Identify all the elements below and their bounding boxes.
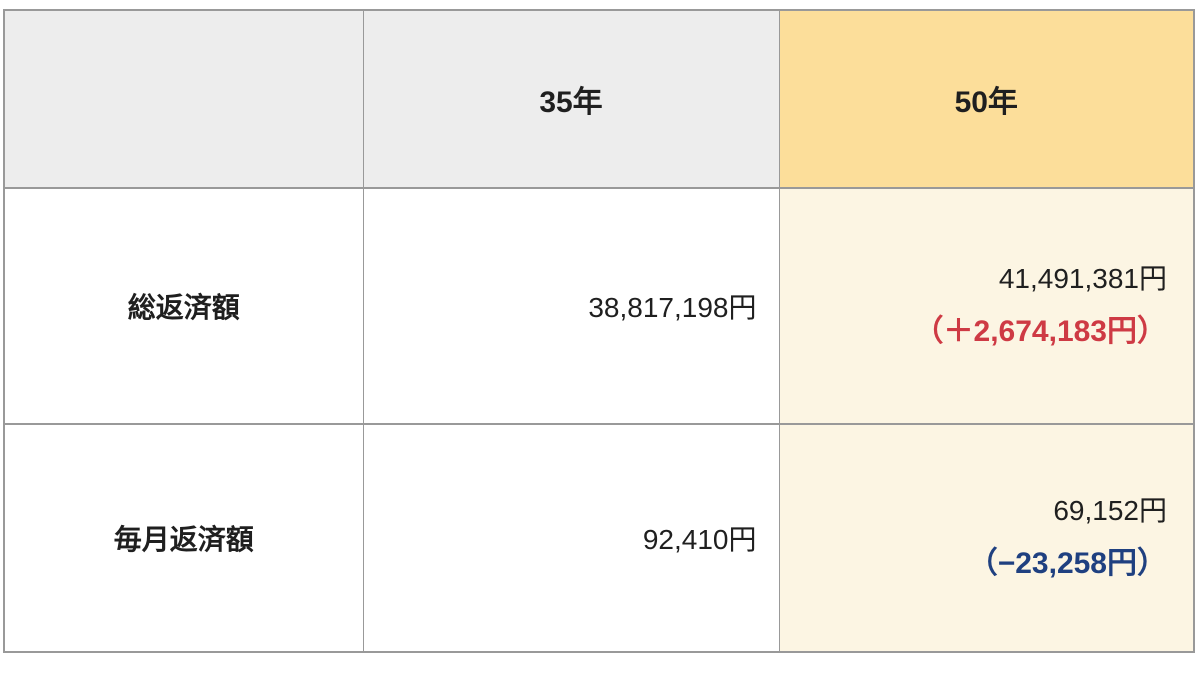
table-row-total-repayment: 総返済額 38,817,198円 41,491,381円 （＋2,674,183…: [3, 187, 1195, 425]
total-repayment-50y-value: 41,491,381円: [998, 263, 1167, 295]
column-header-empty: [3, 9, 364, 189]
row-label-monthly-repayment: 毎月返済額: [3, 423, 364, 653]
monthly-repayment-50y-value: 69,152円: [1053, 495, 1167, 527]
row-label-total-repayment: 総返済額: [3, 187, 364, 425]
total-repayment-50y-difference: （＋2,674,183円）: [913, 314, 1167, 348]
monthly-repayment-50y-difference: （−23,258円）: [967, 546, 1167, 580]
table-row-monthly-repayment: 毎月返済額 92,410円 69,152円 （−23,258円）: [3, 423, 1195, 653]
monthly-repayment-50y-cell: 69,152円 （−23,258円）: [778, 423, 1195, 653]
loan-comparison-table: 35年 50年 総返済額 38,817,198円 41,491,381円 （＋2…: [3, 9, 1195, 653]
header-row: 35年 50年: [3, 9, 1195, 189]
total-repayment-50y-cell: 41,491,381円 （＋2,674,183円）: [778, 187, 1195, 425]
column-header-35-years: 35年: [362, 9, 780, 189]
total-repayment-35y-value: 38,817,198円: [362, 187, 780, 425]
monthly-repayment-35y-value: 92,410円: [362, 423, 780, 653]
column-header-50-years: 50年: [778, 9, 1195, 189]
